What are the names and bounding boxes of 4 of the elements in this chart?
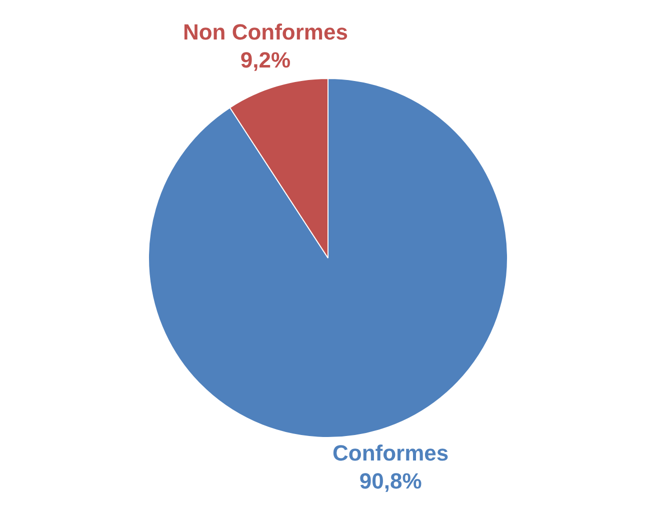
slice-label: Non Conformes (182, 20, 348, 45)
slice-label: Conformes (332, 440, 449, 466)
data-label: 9,2% (240, 48, 291, 73)
data-label: 90,8% (359, 468, 422, 494)
